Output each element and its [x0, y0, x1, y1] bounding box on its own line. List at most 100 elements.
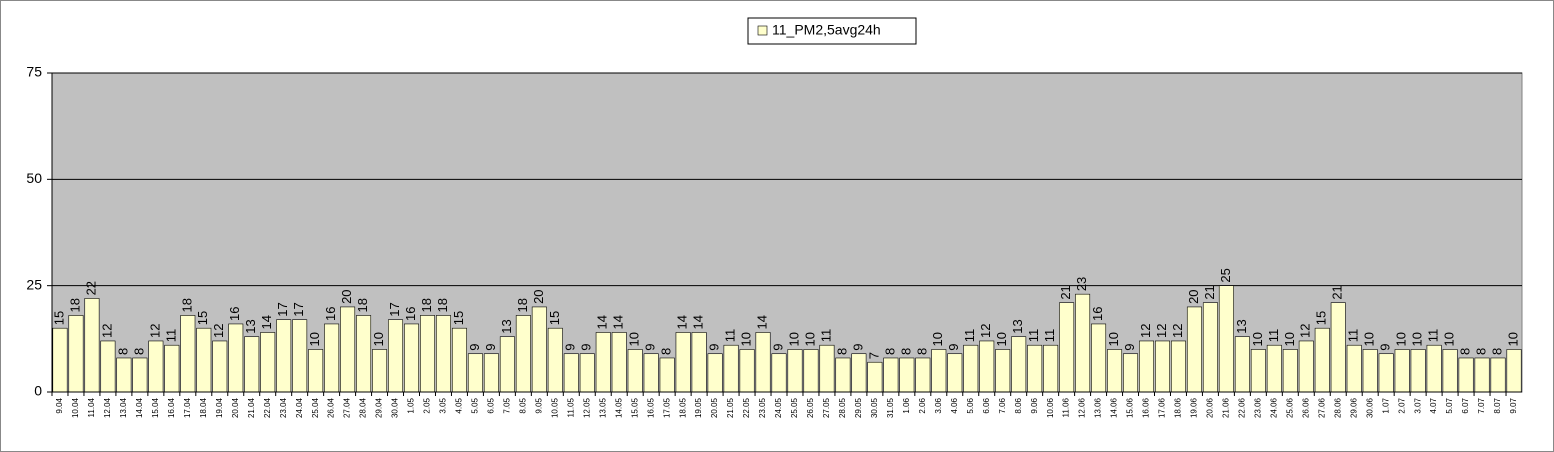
bar — [1442, 349, 1458, 393]
value-label: 8 — [1458, 348, 1473, 355]
x-tick-label: 17.04 — [183, 397, 192, 418]
x-tick-label: 30.04 — [391, 397, 400, 418]
bar — [691, 332, 707, 393]
bar — [228, 323, 244, 393]
value-label: 8 — [834, 348, 849, 355]
legend-box — [747, 17, 917, 45]
value-label: 22 — [83, 281, 98, 295]
value-label: 18 — [515, 298, 530, 312]
value-label: 14 — [595, 315, 610, 329]
value-label: 14 — [754, 315, 769, 329]
value-label: 15 — [451, 311, 466, 325]
y-tick-label: 25 — [26, 276, 42, 292]
value-label: 9 — [946, 343, 961, 350]
value-label: 9 — [770, 343, 785, 350]
bar — [180, 315, 196, 393]
bar — [148, 340, 164, 393]
value-label: 12 — [978, 323, 993, 337]
x-tick-label: 9.04 — [55, 397, 64, 413]
x-tick-label: 11.04 — [87, 397, 96, 417]
x-tick-label: 2.06 — [918, 397, 927, 413]
bar — [1394, 349, 1410, 393]
x-tick-label: 5.05 — [471, 397, 480, 413]
value-label: 10 — [307, 332, 322, 346]
x-tick-label: 23.05 — [758, 397, 767, 418]
value-label: 9 — [1122, 343, 1137, 350]
value-label: 8 — [659, 348, 674, 355]
x-tick-label: 1.07 — [1381, 397, 1390, 413]
bar — [1139, 340, 1155, 393]
x-tick-label: 22.06 — [1237, 397, 1246, 418]
bar — [883, 357, 899, 393]
x-tick-label: 12.04 — [103, 397, 112, 418]
bar — [787, 349, 803, 393]
x-tick-label: 29.04 — [375, 397, 384, 418]
bar — [1314, 327, 1330, 393]
value-label: 10 — [627, 332, 642, 346]
x-tick-label: 12.06 — [1078, 397, 1087, 418]
bar — [84, 298, 100, 393]
value-label: 9 — [467, 343, 482, 350]
value-label: 9 — [579, 343, 594, 350]
value-label: 13 — [243, 319, 258, 333]
x-tick-label: 19.04 — [215, 397, 224, 418]
value-label: 16 — [227, 306, 242, 320]
x-tick-label: 18.05 — [678, 397, 687, 418]
value-label: 23 — [1074, 277, 1089, 291]
x-tick-label: 12.05 — [582, 397, 591, 418]
value-label: 14 — [611, 315, 626, 329]
x-tick-label: 6.05 — [487, 397, 496, 413]
value-label: 14 — [675, 315, 690, 329]
bar — [899, 357, 915, 393]
value-label: 14 — [259, 315, 274, 329]
value-label: 10 — [738, 332, 753, 346]
value-label: 18 — [419, 298, 434, 312]
bar — [515, 315, 531, 393]
bar — [1218, 285, 1234, 393]
bar — [1346, 344, 1362, 393]
x-tick-label: 7.05 — [502, 397, 511, 413]
x-tick-label: 4.06 — [950, 397, 959, 413]
value-label: 15 — [547, 311, 562, 325]
x-tick-label: 30.06 — [1365, 397, 1374, 418]
x-tick-label: 26.06 — [1301, 397, 1310, 418]
bar — [340, 306, 356, 393]
value-label: 10 — [802, 332, 817, 346]
bar — [308, 349, 324, 393]
bar — [132, 357, 148, 393]
bar — [675, 332, 691, 393]
x-tick-label: 20.05 — [710, 397, 719, 418]
value-label: 9 — [707, 343, 722, 350]
value-label: 15 — [195, 311, 210, 325]
value-label: 11 — [1426, 329, 1441, 343]
bar — [867, 361, 883, 393]
bar — [963, 344, 979, 393]
x-tick-label: 15.04 — [151, 397, 160, 418]
bar — [739, 349, 755, 393]
value-label: 10 — [1410, 332, 1425, 346]
bar — [1458, 357, 1474, 393]
bar — [467, 353, 483, 393]
bar — [244, 336, 260, 393]
value-label: 25 — [1218, 268, 1233, 282]
value-label: 10 — [1394, 332, 1409, 346]
x-tick-label: 13.06 — [1094, 397, 1103, 418]
bar — [100, 340, 116, 393]
value-label: 11 — [1026, 329, 1041, 343]
value-label: 10 — [371, 332, 386, 346]
value-label: 12 — [211, 323, 226, 337]
value-label: 16 — [323, 306, 338, 320]
bar — [1474, 357, 1490, 393]
value-label: 10 — [1282, 332, 1297, 346]
value-label: 10 — [930, 332, 945, 346]
bar — [1043, 344, 1059, 393]
x-tick-label: 9.06 — [1030, 397, 1039, 413]
x-tick-label: 8.06 — [1014, 397, 1023, 413]
x-tick-label: 25.04 — [311, 397, 320, 418]
x-tick-label: 14.06 — [1110, 397, 1119, 418]
x-tick-label: 24.06 — [1269, 397, 1278, 418]
value-label: 13 — [499, 319, 514, 333]
x-tick-label: 10.04 — [71, 397, 80, 418]
bar — [851, 353, 867, 393]
bar — [819, 344, 835, 393]
